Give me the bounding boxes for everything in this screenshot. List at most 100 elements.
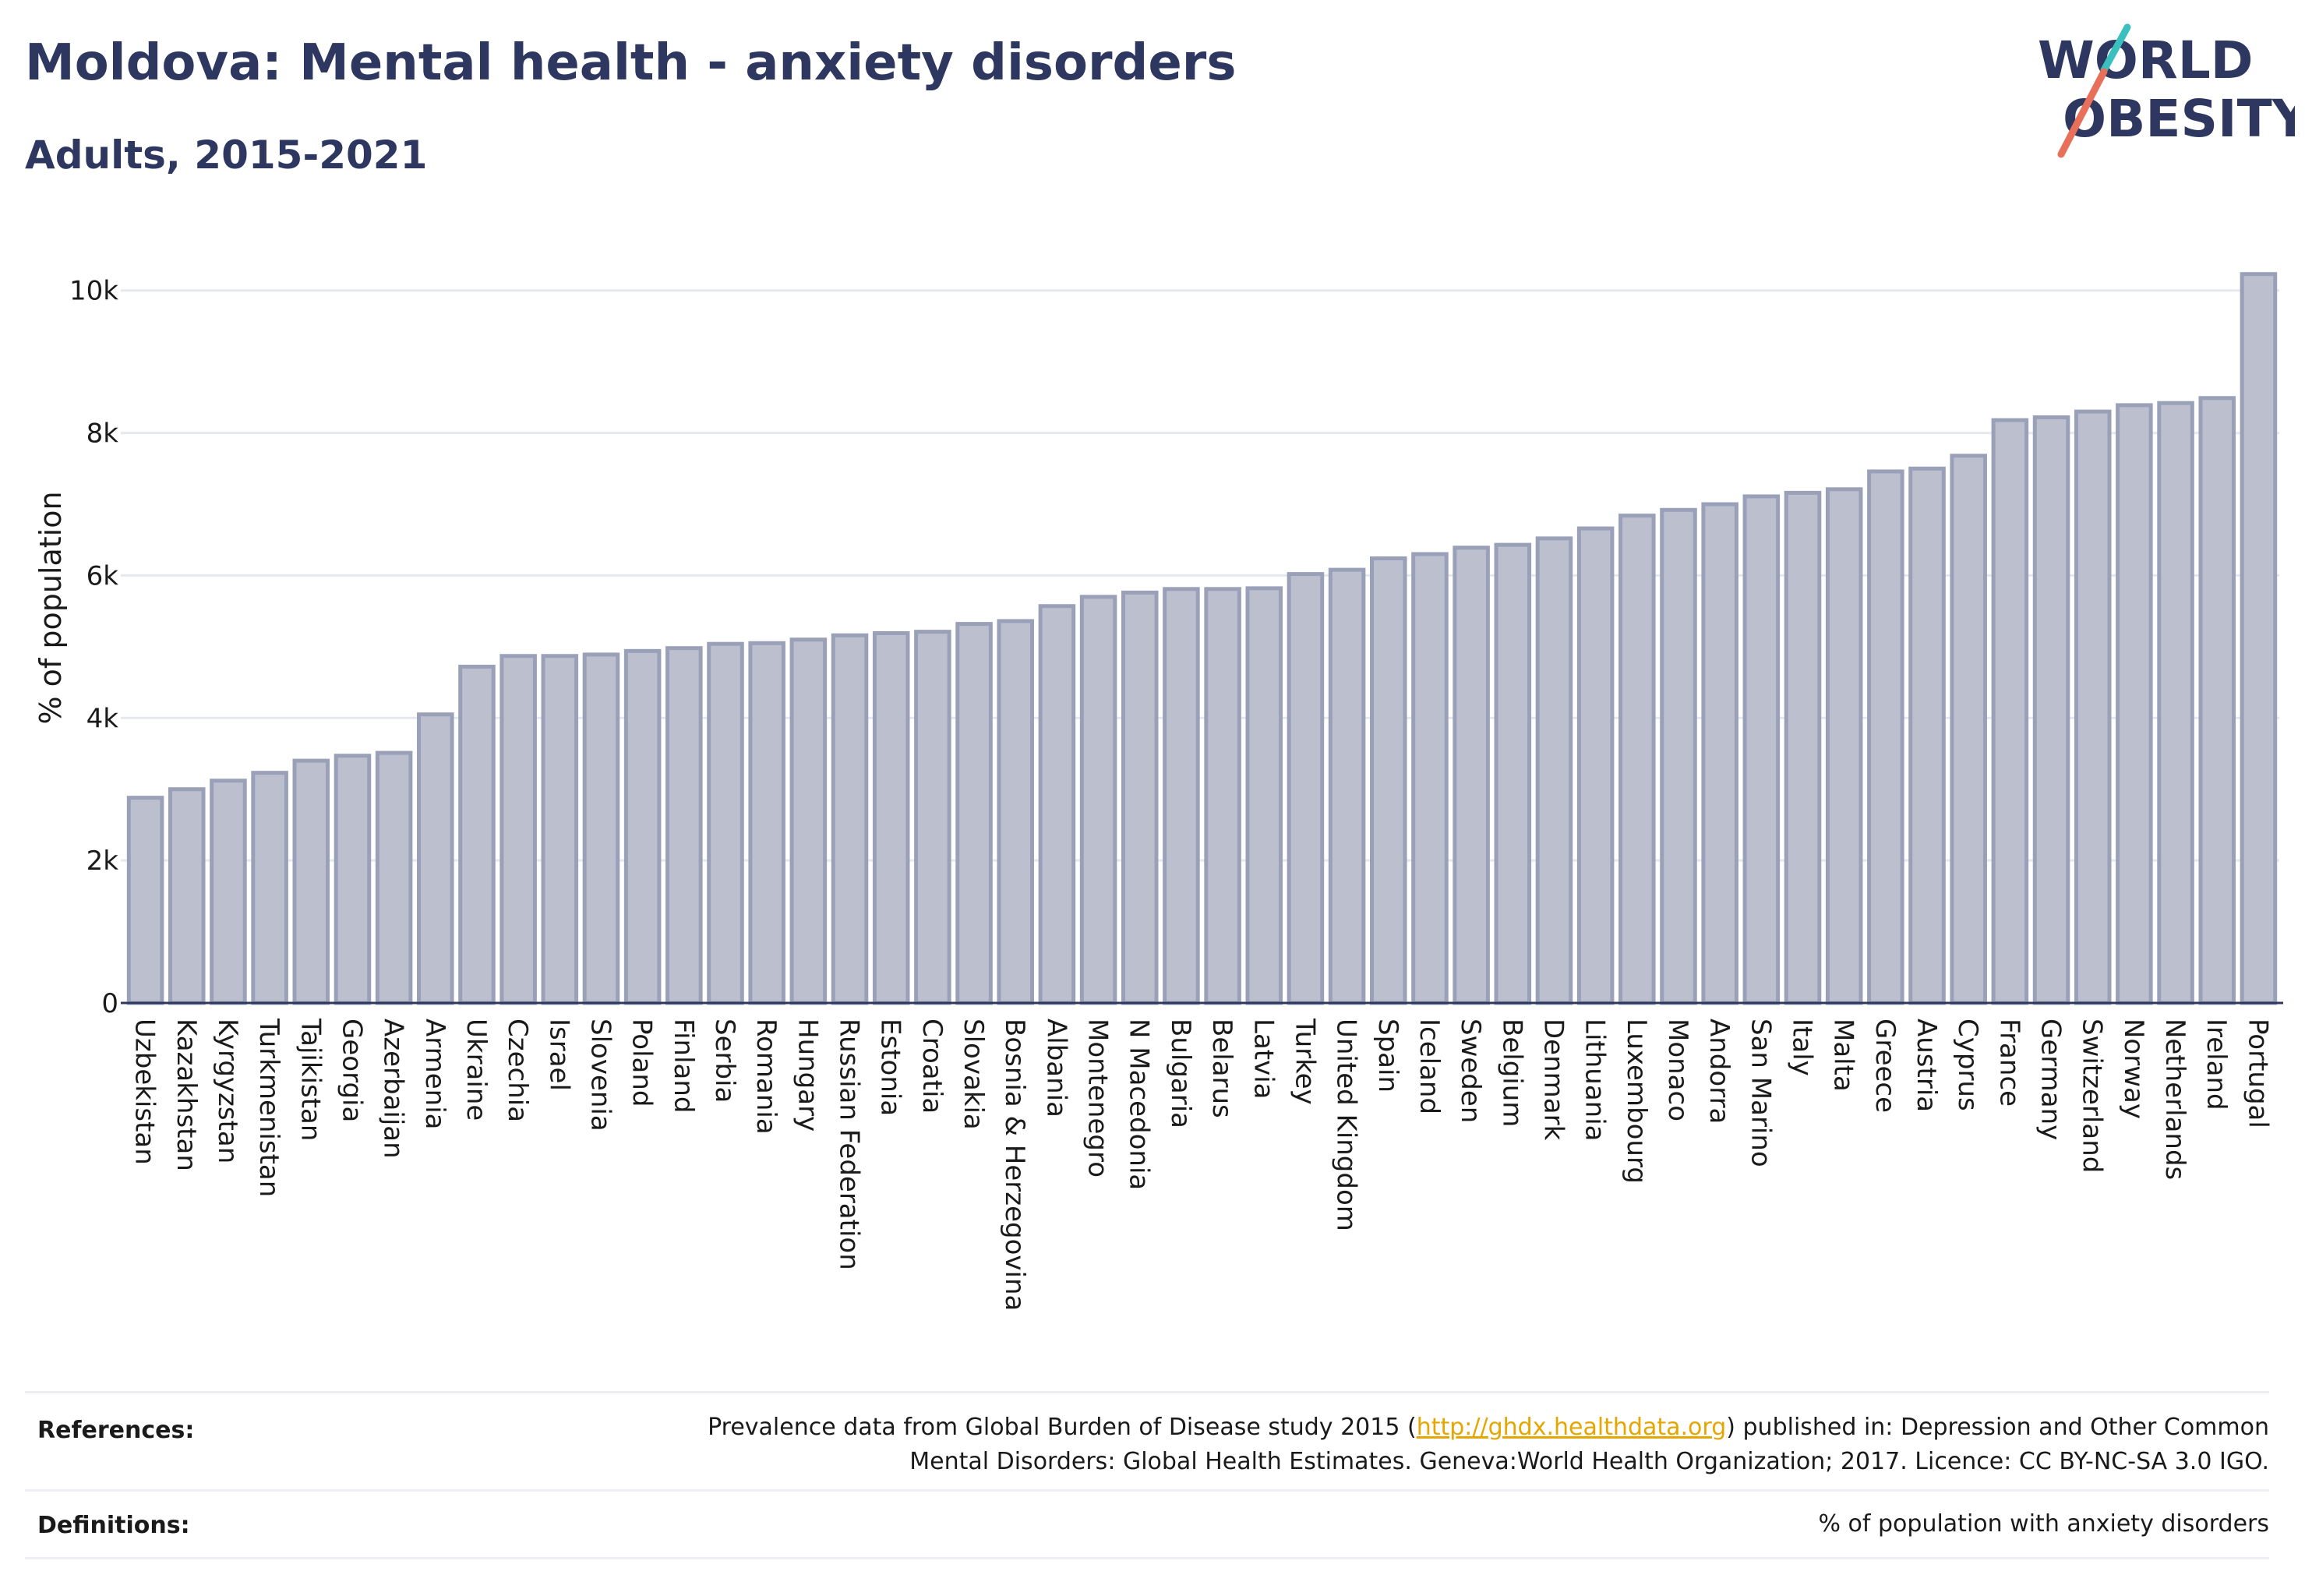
bar[interactable]	[1576, 526, 1615, 1005]
x-tick-label: Spain	[1372, 1019, 1403, 1093]
bar[interactable]	[1660, 507, 1697, 1005]
bars	[126, 272, 2278, 1005]
bar[interactable]	[1784, 490, 1822, 1005]
references-link[interactable]: http://ghdx.healthdata.org	[1416, 1414, 1727, 1441]
definitions-section: Definitions: % of population with anxiet…	[25, 1489, 2269, 1559]
x-tick-label: Slovenia	[584, 1019, 616, 1132]
x-tick-label: Ukraine	[461, 1019, 492, 1121]
x-tick-label: N Macedonia	[1124, 1019, 1155, 1190]
x-tick-label: Belgium	[1496, 1019, 1527, 1127]
bar[interactable]	[1204, 587, 1241, 1005]
bar[interactable]	[1701, 502, 1738, 1005]
bar[interactable]	[375, 750, 413, 1005]
bar[interactable]	[1742, 494, 1781, 1005]
x-tick-label: Azerbaijan	[378, 1019, 409, 1159]
bar[interactable]	[1328, 567, 1366, 1005]
bar[interactable]	[168, 787, 206, 1005]
x-tick-label: Bosnia & Herzegovina	[999, 1019, 1030, 1311]
y-tick-label: 10k	[69, 276, 118, 307]
definitions-text: % of population with anxiety disorders	[1818, 1510, 2269, 1538]
x-tick-label: Armenia	[419, 1019, 450, 1130]
x-tick-label: Greece	[1869, 1019, 1901, 1113]
x-tick-label: Finland	[668, 1019, 699, 1114]
logo-slash-coral	[2057, 68, 2108, 158]
x-tick-label: Estonia	[875, 1019, 906, 1116]
references-section: References: Prevalence data from Global …	[25, 1391, 2269, 1492]
bar[interactable]	[914, 630, 951, 1005]
bar[interactable]	[1287, 572, 1325, 1005]
x-tick-label: Iceland	[1414, 1019, 1445, 1114]
chart-title: Moldova: Mental health - anxiety disorde…	[25, 34, 1237, 92]
bar[interactable]	[458, 664, 496, 1005]
logo-slash-teal	[2100, 23, 2131, 74]
bar[interactable]	[1079, 595, 1117, 1005]
bar[interactable]	[1825, 487, 1863, 1005]
bar[interactable]	[1494, 542, 1532, 1005]
bar[interactable]	[955, 622, 993, 1005]
bar[interactable]	[1867, 469, 1904, 1005]
bar[interactable]	[1618, 514, 1656, 1005]
bar[interactable]	[1991, 418, 2029, 1005]
x-tick-label: Malta	[1828, 1019, 1859, 1092]
x-tick-label: Romania	[750, 1019, 782, 1135]
bar[interactable]	[251, 771, 288, 1005]
bar[interactable]	[707, 641, 744, 1005]
bar[interactable]	[1535, 536, 1573, 1005]
x-tick-label: Czechia	[502, 1019, 533, 1122]
bar[interactable]	[2240, 272, 2278, 1005]
bar[interactable]	[623, 648, 662, 1005]
bar[interactable]	[1411, 552, 1449, 1005]
bar[interactable]	[1163, 587, 1200, 1005]
x-tick-label: Monaco	[1662, 1019, 1693, 1121]
bar[interactable]	[1245, 586, 1283, 1005]
bar[interactable]	[1370, 556, 1407, 1005]
logo-word-world: WORLD	[2038, 30, 2254, 90]
logo-word-obesity: OBESITY	[2063, 89, 2295, 149]
y-tick-label: 4k	[86, 703, 119, 734]
x-tick-label: Turkmenistan	[253, 1018, 284, 1197]
bar[interactable]	[1950, 454, 1987, 1005]
x-tick-label: Russian Federation	[834, 1019, 865, 1270]
bar[interactable]	[417, 712, 454, 1005]
bar[interactable]	[210, 779, 247, 1005]
chart-subtitle: Adults, 2015-2021	[25, 132, 428, 178]
bar[interactable]	[1908, 466, 1946, 1005]
bar[interactable]	[1038, 604, 1076, 1005]
bar[interactable]	[1453, 546, 1490, 1005]
bar[interactable]	[126, 796, 164, 1005]
x-tick-label: Kazakhstan	[171, 1019, 202, 1171]
bar[interactable]	[292, 758, 330, 1005]
x-tick-label: San Marino	[1745, 1019, 1776, 1167]
bar[interactable]	[2032, 415, 2070, 1005]
y-tick-label: 6k	[86, 560, 119, 591]
bar[interactable]	[499, 654, 537, 1005]
bar[interactable]	[2157, 401, 2194, 1005]
bar[interactable]	[2198, 396, 2236, 1005]
bar[interactable]	[1121, 590, 1159, 1005]
bar[interactable]	[334, 754, 372, 1005]
bar[interactable]	[997, 619, 1034, 1005]
x-tick-label: Sweden	[1455, 1019, 1486, 1123]
x-tick-label: United Kingdom	[1331, 1019, 1362, 1231]
x-tick-label: Montenegro	[1082, 1019, 1114, 1178]
bar[interactable]	[541, 654, 579, 1005]
bar[interactable]	[2116, 403, 2153, 1005]
bar[interactable]	[665, 646, 703, 1005]
bar[interactable]	[789, 637, 828, 1005]
x-tick-labels: Uzbekistan Kazakhstan Kyrgyzstan Turkmenist…	[129, 1018, 2274, 1311]
x-tick-label: Croatia	[916, 1019, 948, 1114]
x-tick-label: Slovakia	[958, 1019, 989, 1130]
bar[interactable]	[2074, 409, 2112, 1005]
x-tick-label: Ireland	[2201, 1019, 2232, 1110]
bar[interactable]	[748, 641, 785, 1005]
x-tick-label: France	[1993, 1019, 2024, 1107]
x-tick-label: Poland	[627, 1019, 658, 1107]
x-tick-label: Denmark	[1537, 1019, 1569, 1141]
bar[interactable]	[872, 630, 910, 1005]
y-tick-label: 2k	[86, 846, 119, 877]
bar[interactable]	[582, 652, 620, 1005]
bar[interactable]	[831, 633, 869, 1005]
x-tick-label: Netherlands	[2159, 1019, 2190, 1180]
y-tick-label: 0	[101, 988, 118, 1019]
x-tick-label: Hungary	[792, 1019, 823, 1132]
